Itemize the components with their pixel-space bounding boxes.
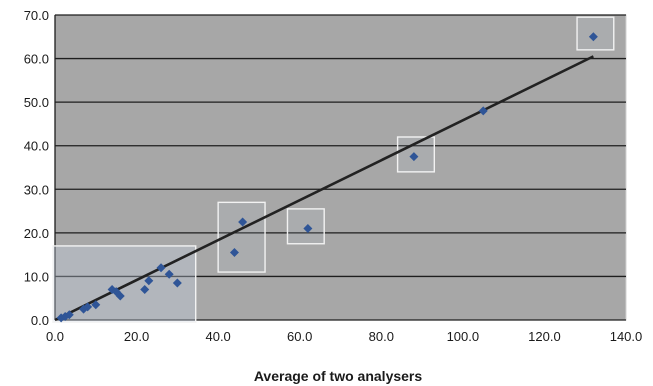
data-point-0-2 xyxy=(64,310,74,320)
y-tick-labels: 0.0 10.0 20.0 30.0 40.0 50.0 60.0 70.0 xyxy=(24,8,49,328)
y-tick-label-3: 30.0 xyxy=(24,182,49,197)
y-tick-label-6: 60.0 xyxy=(24,52,49,67)
data-point-0-9 xyxy=(140,285,150,294)
data-point-0-12 xyxy=(164,269,174,279)
y-tick-label-7: 70.0 xyxy=(24,8,49,23)
x-tick-label-7: 140.0 xyxy=(610,329,643,344)
x-tick-labels: 0.0 20.0 40.0 60.0 80.0 100.0 120.0 140.0 xyxy=(46,329,642,344)
data-point-0-13 xyxy=(172,278,182,288)
x-tick-label-0: 0.0 xyxy=(46,329,64,344)
x-axis-title: Average of two analysers xyxy=(254,368,423,384)
data-points xyxy=(56,32,598,323)
data-point-0-15 xyxy=(238,217,248,227)
data-point-0-8 xyxy=(115,291,125,301)
x-tick-label-3: 60.0 xyxy=(287,329,312,344)
data-point-0-19 xyxy=(588,32,598,42)
x-tick-label-1: 20.0 xyxy=(124,329,149,344)
data-point-0-5 xyxy=(91,300,101,310)
y-tick-label-2: 20.0 xyxy=(24,226,49,241)
x-tick-label-4: 80.0 xyxy=(369,329,394,344)
y-tick-label-5: 50.0 xyxy=(24,95,49,110)
data-point-0-10 xyxy=(144,276,154,286)
x-tick-label-5: 100.0 xyxy=(447,329,480,344)
highlight-box-4 xyxy=(576,16,615,51)
data-point-0-14 xyxy=(229,247,239,257)
trendline-layer xyxy=(54,55,594,322)
trendline xyxy=(54,55,594,322)
x-tick-label-2: 40.0 xyxy=(205,329,230,344)
data-point-0-16 xyxy=(303,224,313,233)
data-point-0-18 xyxy=(478,106,488,116)
data-point-0-4 xyxy=(83,302,93,312)
y-tick-label-4: 40.0 xyxy=(24,139,49,154)
data-point-0-11 xyxy=(156,263,166,273)
plot-area xyxy=(54,14,627,321)
y-tick-label-0: 0.0 xyxy=(31,313,49,328)
x-tick-label-6: 120.0 xyxy=(528,329,561,344)
y-tick-label-1: 10.0 xyxy=(24,269,49,284)
data-point-0-17 xyxy=(409,152,419,162)
highlight-box-0 xyxy=(52,245,197,323)
gridlines xyxy=(54,14,626,321)
